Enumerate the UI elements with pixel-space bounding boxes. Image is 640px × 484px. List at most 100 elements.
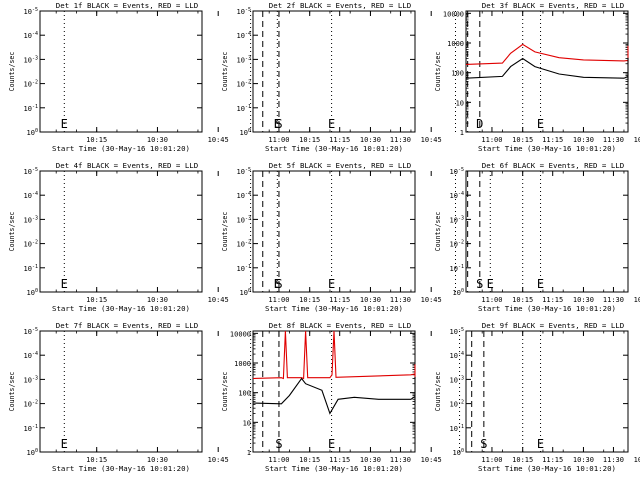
x-tick-label: 10:45: [208, 136, 229, 144]
marker-letter: S: [476, 277, 483, 291]
y-tick-label: 10-4: [237, 31, 251, 40]
y-tick-label: 10000: [230, 330, 251, 338]
x-tick-label: 10:30: [573, 456, 594, 464]
y-tick-label: 10-1: [450, 264, 464, 273]
detector-panel-1: Det 1f BLACK = Events, RED = LLD 10-5 10-4…: [8, 1, 411, 153]
y-tick-label: 10-2: [24, 80, 38, 89]
y-tick-label: 10-4: [237, 191, 251, 200]
marker-letter: S: [275, 117, 282, 131]
y-tick-label: 100: [27, 448, 38, 457]
plot-frame: [39, 170, 203, 293]
x-tick-label: 10:15: [299, 296, 320, 304]
panel-title: Det 2f BLACK = Events, RED = LLD: [269, 1, 411, 10]
x-tick-label: 11:00: [481, 296, 502, 304]
x-tick-label: 10:15: [86, 136, 107, 144]
panel-title: Det 7f BLACK = Events, RED = LLD: [56, 321, 198, 330]
x-tick-label: 11:30: [390, 136, 411, 144]
x-tick-label: 10:30: [360, 296, 381, 304]
y-tick-label: 10-1: [237, 264, 251, 273]
y-tick-label: 1: [460, 129, 464, 137]
y-tick-label: 10-4: [450, 191, 464, 200]
y-tick-label: 10-3: [24, 215, 38, 224]
y-tick-label: 10-3: [237, 55, 251, 64]
y-tick-label: 1: [247, 449, 251, 457]
y-tick-label: 10-1: [24, 424, 38, 433]
panel-title: Det 8f BLACK = Events, RED = LLD: [269, 321, 411, 330]
y-tick-label: 10: [456, 99, 464, 107]
y-tick-label: 100: [27, 128, 38, 137]
x-tick-label: 10:30: [573, 136, 594, 144]
x-tick-label: 10:45: [208, 456, 229, 464]
x-tick-label: 10:45: [421, 456, 442, 464]
detector-panel-5: Det 5f BLACK = Events, RED = LLD 10-5 10-4…: [221, 161, 624, 313]
y-tick-label: 10-2: [24, 400, 38, 409]
x-tick-label: 10:30: [147, 296, 168, 304]
panel-title: Det 5f BLACK = Events, RED = LLD: [269, 161, 411, 170]
x-tick-label: 11:15: [542, 296, 563, 304]
marker-letter: E: [328, 277, 335, 291]
y-tick-label: 1000: [447, 40, 464, 48]
y-axis-label: Counts/sec: [434, 372, 442, 412]
marker-letter: E: [537, 437, 544, 451]
x-tick-label: 10:45: [634, 296, 640, 304]
x-tick-label: 11:15: [329, 456, 350, 464]
x-tick-label: 10:45: [421, 296, 442, 304]
y-tick-label: 10-4: [24, 31, 38, 40]
y-tick-label: 10-3: [237, 215, 251, 224]
x-tick-label: 10:15: [512, 136, 533, 144]
y-tick-label: 100: [240, 128, 251, 137]
y-tick-label: 10-2: [450, 400, 464, 409]
y-tick-label: 10-5: [450, 167, 464, 176]
detector-panel-7: Det 7f BLACK = Events, RED = LLD 10-5 10-4…: [8, 321, 411, 473]
x-tick-label: 10:15: [512, 456, 533, 464]
marker-letter: E: [274, 277, 281, 291]
x-tick-label: 10:15: [512, 296, 533, 304]
y-tick-label: 100: [453, 448, 464, 457]
events-series-line: [465, 57, 629, 83]
x-tick-label: 10:45: [634, 136, 640, 144]
plot-frame: [39, 330, 203, 453]
plot-frame: [252, 330, 416, 453]
x-tick-label: 11:30: [603, 296, 624, 304]
marker-letter: D: [476, 117, 483, 131]
x-tick-label: 11:15: [542, 456, 563, 464]
y-tick-label: 10-4: [24, 351, 38, 360]
x-tick-label: 11:15: [329, 136, 350, 144]
y-tick-label: 10-1: [24, 104, 38, 113]
x-axis-label: Start Time (30-May-16 10:01:20): [52, 464, 190, 473]
marker-letter: E: [61, 437, 68, 451]
x-axis-label: Start Time (30-May-16 10:01:20): [52, 304, 190, 313]
events-series-line: [252, 376, 416, 415]
x-tick-label: 10:45: [208, 296, 229, 304]
detector-panel-3: Det 3f BLACK = Events, RED = LLD 1 10 100 10…: [434, 1, 640, 153]
y-tick-label: 10-3: [24, 55, 38, 64]
y-tick-label: 10-1: [237, 104, 251, 113]
panel-title: Det 4f BLACK = Events, RED = LLD: [56, 161, 198, 170]
y-axis-label: Counts/sec: [221, 212, 229, 252]
marker-letter: E: [328, 117, 335, 131]
y-tick-label: 10-2: [237, 80, 251, 89]
plot-frame: [465, 330, 629, 453]
y-tick-label: 10-2: [450, 240, 464, 249]
panel-title: Det 3f BLACK = Events, RED = LLD: [482, 1, 624, 10]
detector-panel-2: Det 2f BLACK = Events, RED = LLD 10-5 10-4…: [221, 1, 624, 153]
y-tick-label: 10-2: [237, 240, 251, 249]
y-axis-label: Counts/sec: [434, 52, 442, 92]
plot-frame: [465, 10, 629, 133]
y-tick-label: 10-3: [450, 215, 464, 224]
detector-panel-4: Det 4f BLACK = Events, RED = LLD 10-5 10-4…: [8, 161, 411, 313]
panel-title: Det 9f BLACK = Events, RED = LLD: [482, 321, 624, 330]
x-tick-label: 11:00: [481, 456, 502, 464]
y-tick-label: 100: [238, 390, 251, 398]
x-tick-label: 10:15: [86, 456, 107, 464]
x-tick-label: 11:00: [268, 296, 289, 304]
y-tick-label: 10000: [443, 10, 464, 18]
y-axis-label: Counts/sec: [8, 52, 16, 92]
x-tick-label: 10:45: [634, 456, 640, 464]
plot-frame: [252, 10, 416, 133]
y-tick-label: 100: [27, 288, 38, 297]
y-axis-label: Counts/sec: [8, 372, 16, 412]
marker-letter: E: [537, 277, 544, 291]
